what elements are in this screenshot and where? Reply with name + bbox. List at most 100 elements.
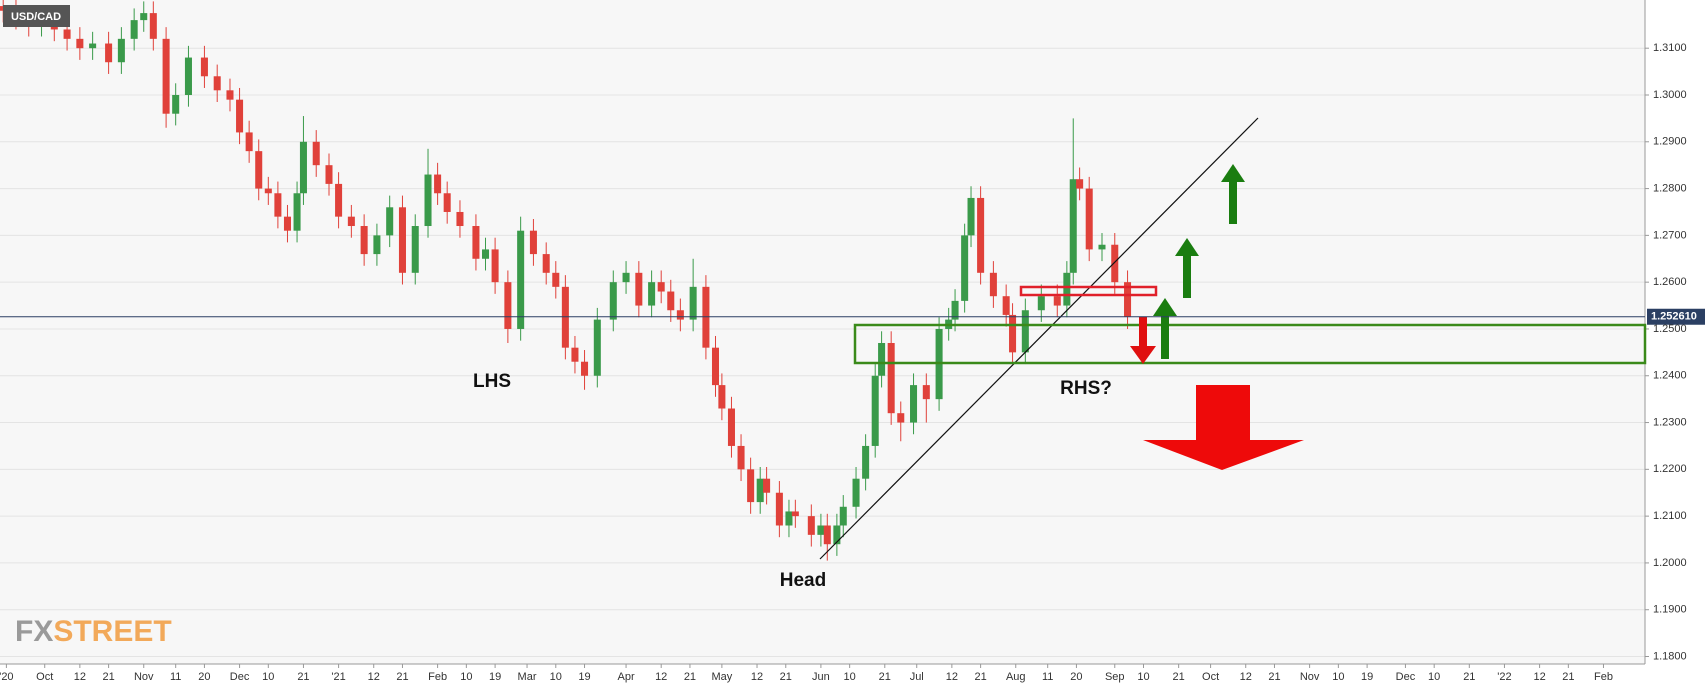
y-tick-label: 1.1900: [1653, 604, 1687, 616]
candle-body: [718, 385, 726, 409]
x-tick-label: 10: [460, 671, 472, 683]
candle-body: [373, 235, 381, 255]
x-tick-label: 21: [780, 671, 792, 683]
annotation: RHS?: [1060, 378, 1112, 399]
x-tick-label: 21: [879, 671, 891, 683]
candle-body: [823, 525, 831, 545]
candle-body: [807, 516, 815, 535]
candle-body: [1021, 310, 1029, 353]
candle-body: [89, 43, 97, 49]
y-tick-label: 1.2300: [1653, 416, 1687, 428]
candle-body: [517, 230, 525, 329]
candle-body: [274, 193, 282, 217]
x-tick-label: May: [711, 671, 732, 683]
candle-body: [504, 282, 512, 329]
candle-body: [593, 319, 601, 376]
last-price-label: 1.252610: [1651, 311, 1697, 323]
y-tick-label: 1.2200: [1653, 463, 1687, 475]
candle-body: [737, 445, 745, 470]
y-tick-label: 1.2600: [1653, 276, 1687, 288]
y-tick-label: 1.2800: [1653, 182, 1687, 194]
candle-body: [1098, 244, 1106, 250]
candle-body: [1076, 179, 1084, 189]
candle-body: [200, 57, 208, 77]
candle-body: [299, 141, 307, 194]
candle-body: [791, 511, 799, 517]
x-tick-label: 10: [262, 671, 274, 683]
x-tick-label: 11: [170, 671, 181, 683]
y-tick-label: 1.2700: [1653, 229, 1687, 241]
candle-body: [1111, 244, 1119, 283]
x-tick-label: 19: [489, 671, 501, 683]
candle-body: [283, 216, 291, 231]
x-tick-label: 21: [102, 671, 114, 683]
down-arrow-big: [1143, 385, 1304, 470]
x-tick-label: Feb: [1594, 671, 1613, 683]
candle-body: [862, 445, 870, 479]
candle-body: [552, 272, 560, 287]
candle-body: [398, 207, 406, 273]
down-arrow-small: [1130, 317, 1156, 364]
candle-body: [951, 300, 959, 320]
x-tick-label: '20: [0, 671, 14, 683]
x-tick-label: 12: [1533, 671, 1545, 683]
candle-body: [1069, 179, 1077, 273]
candle-body: [833, 525, 841, 545]
candle-body: [255, 151, 263, 189]
candle-body: [561, 286, 569, 348]
candle-body: [162, 38, 170, 114]
x-tick-label: 20: [198, 671, 210, 683]
plot-background: [0, 0, 1645, 664]
candle-body: [657, 282, 665, 292]
candle-body: [1063, 272, 1071, 306]
candle-body: [839, 506, 847, 526]
candle-body: [702, 286, 710, 348]
candle-body: [76, 38, 84, 49]
y-tick-label: 1.3000: [1653, 89, 1687, 101]
x-tick-label: Oct: [1202, 671, 1219, 683]
candle-body: [1053, 296, 1061, 306]
candle-body: [312, 141, 320, 166]
y-tick-label: 1.2900: [1653, 136, 1687, 148]
candle-body: [325, 165, 333, 184]
candle-body: [878, 342, 886, 376]
x-tick-label: 21: [396, 671, 408, 683]
x-tick-label: Dec: [230, 671, 250, 683]
trendline: [819, 117, 1259, 560]
candle-body: [571, 347, 579, 362]
candle-body: [667, 291, 675, 311]
candle-body: [130, 20, 138, 39]
candle-body: [609, 282, 617, 320]
symbol: USD/CAD: [11, 11, 61, 23]
candle-body: [360, 226, 368, 255]
x-tick-label: 21: [1463, 671, 1475, 683]
candle-body: [264, 188, 272, 194]
candle-body: [1085, 188, 1093, 250]
candle-body: [785, 511, 793, 526]
candle-body: [443, 193, 451, 212]
x-tick-label: '21: [331, 671, 345, 683]
candle-body: [1037, 296, 1045, 311]
candle-body: [236, 99, 244, 133]
candle-body: [335, 183, 343, 217]
candle-body: [871, 375, 879, 446]
x-tick-label: 12: [74, 671, 86, 683]
candles: [0, 0, 1132, 561]
candle-body: [648, 282, 656, 306]
candle-body: [887, 342, 895, 414]
x-tick-label: 21: [1268, 671, 1280, 683]
x-tick-label: Dec: [1396, 671, 1416, 683]
up-arrows: [1153, 164, 1245, 359]
candle-body: [482, 249, 490, 259]
candle-body: [922, 385, 930, 400]
candle-body: [213, 76, 221, 91]
candle-body: [852, 478, 860, 507]
x-tick-label: Aug: [1006, 671, 1026, 683]
candle-body: [747, 469, 755, 503]
candle-body: [756, 478, 764, 503]
x-tick-label: 12: [751, 671, 763, 683]
x-tick-label: Apr: [617, 671, 634, 683]
candle-body: [989, 272, 997, 297]
y-tick-label: 1.2000: [1653, 557, 1687, 569]
